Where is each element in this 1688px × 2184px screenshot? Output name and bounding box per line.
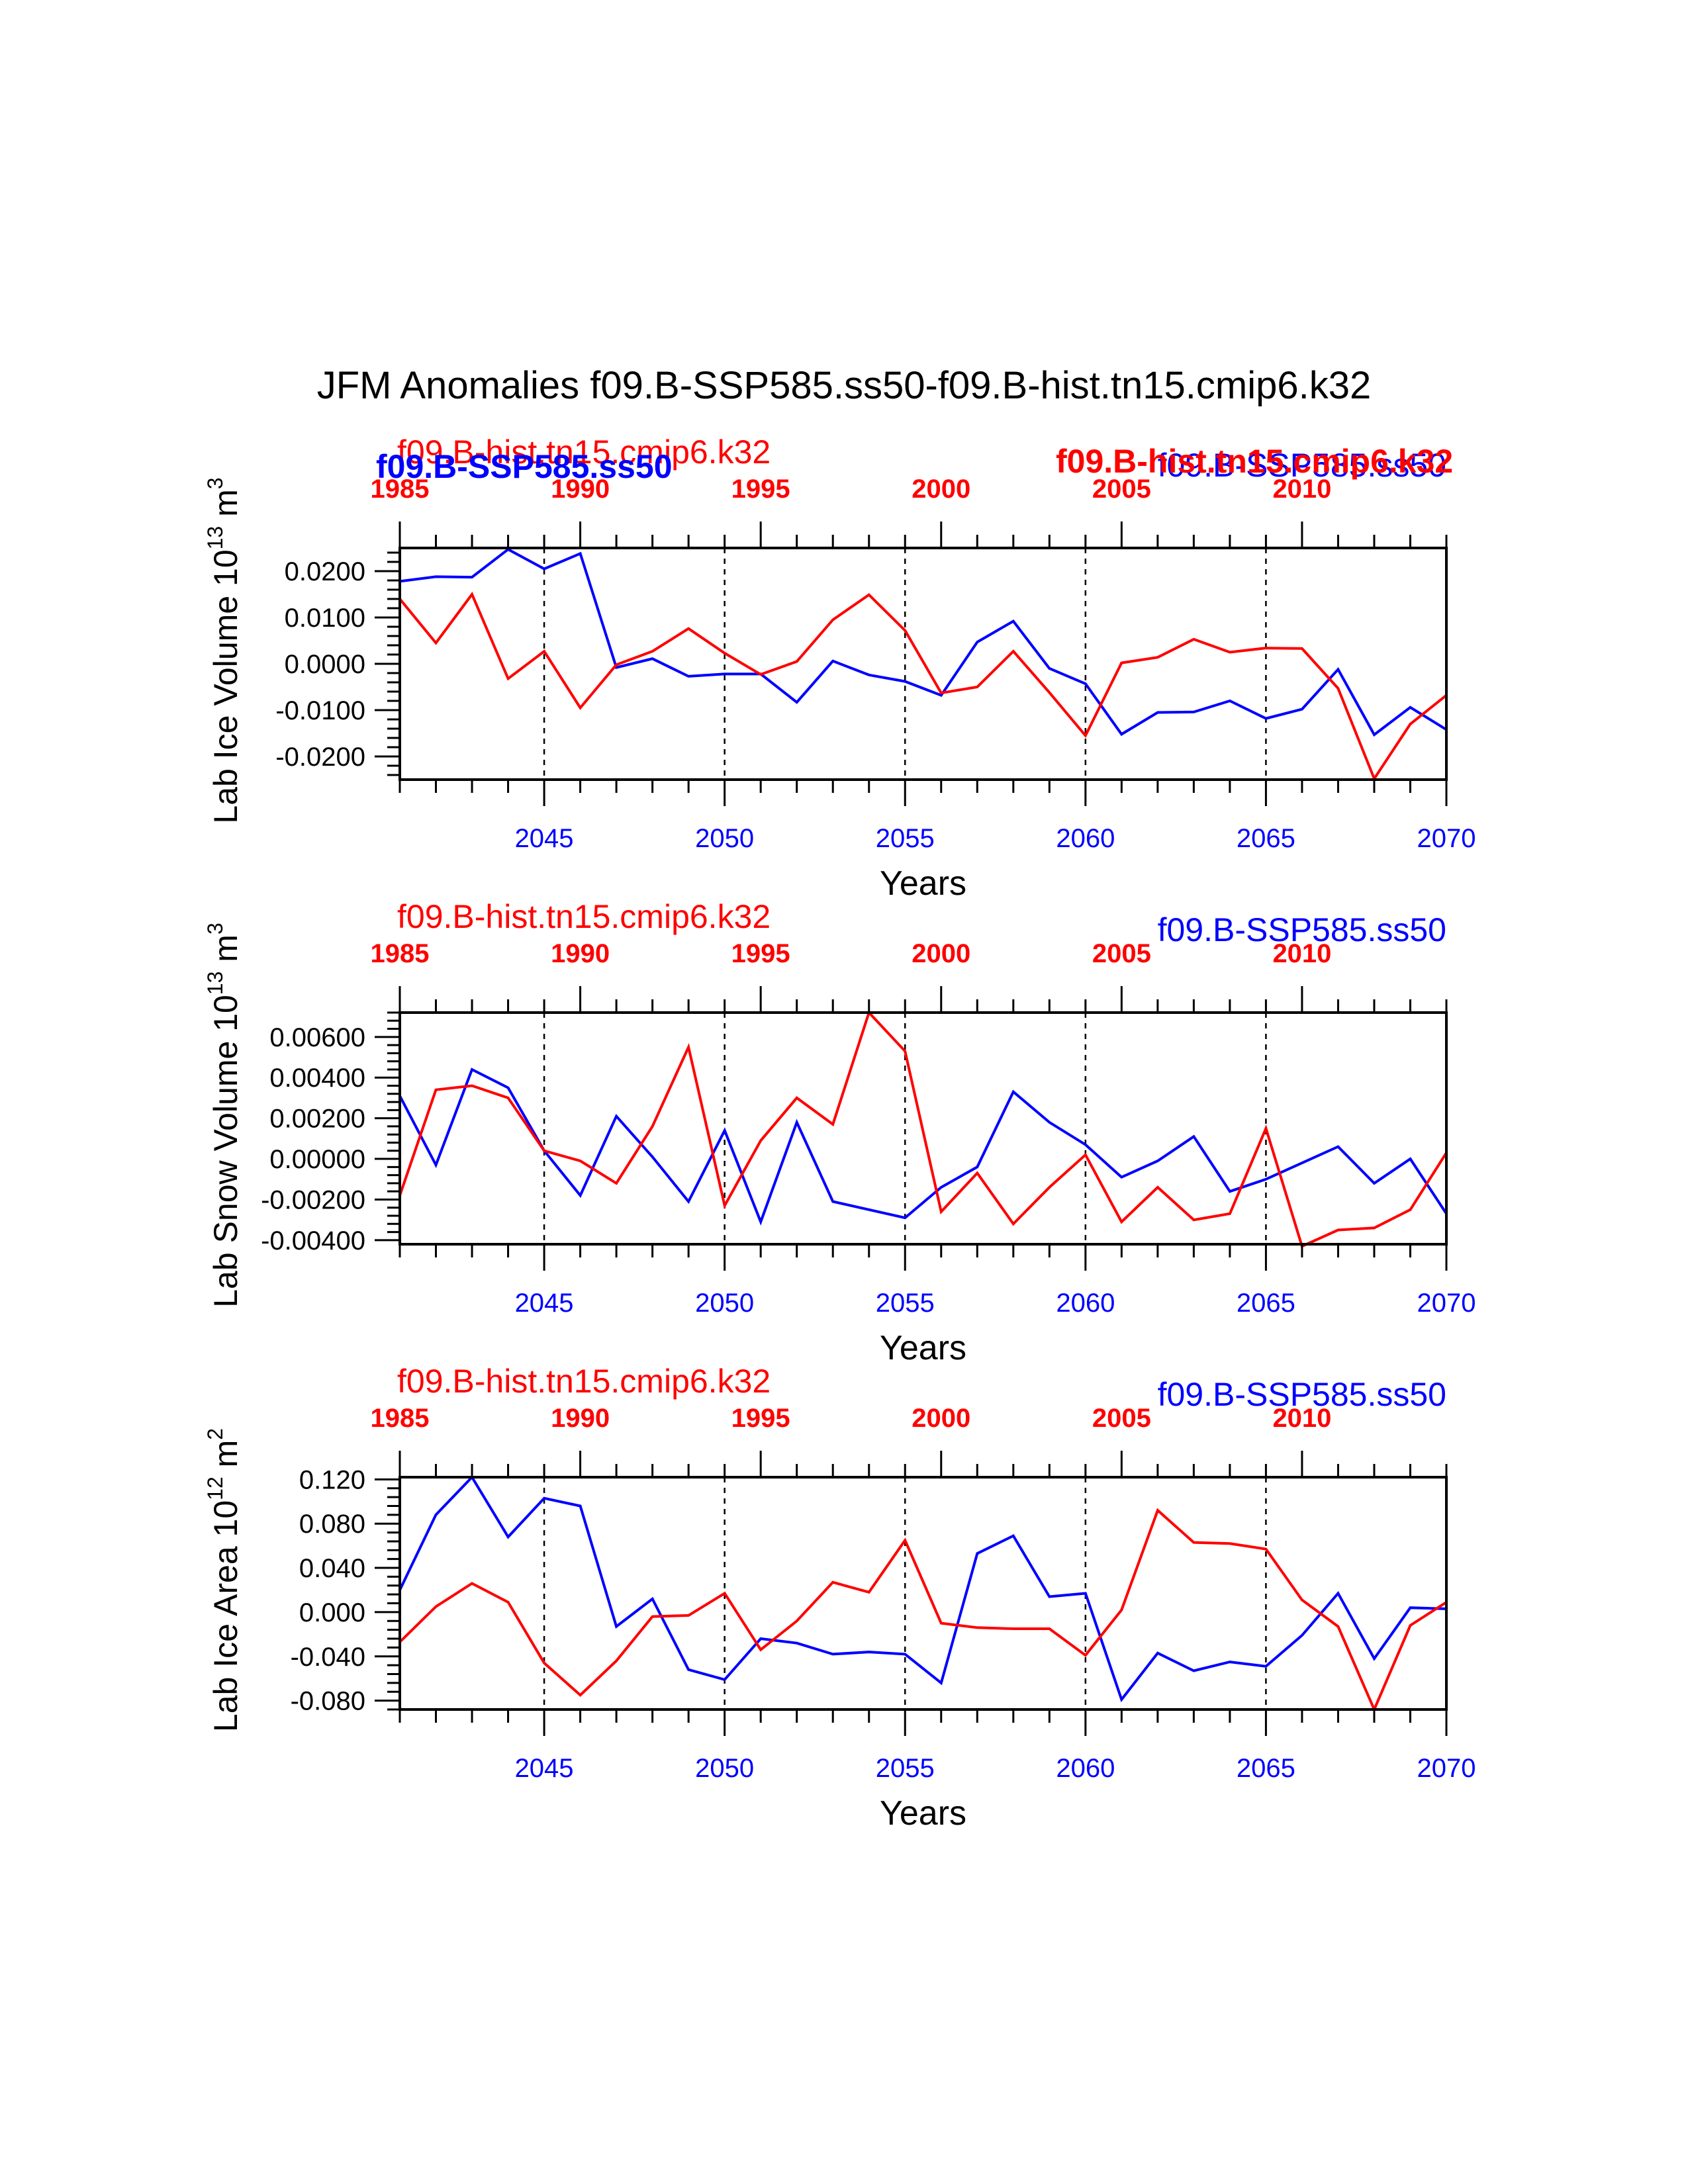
hist-series-label: f09.B-hist.tn15.cmip6.k32 bbox=[397, 1363, 771, 1400]
ssp-series-label: f09.B-SSP585.ss50 bbox=[1158, 1376, 1446, 1413]
top-tick-label: 1985 bbox=[371, 939, 430, 968]
bottom-tick-label: 2050 bbox=[695, 824, 754, 853]
top-tick-label: 1985 bbox=[371, 475, 430, 504]
panel1-bold-blue-label: f09.B-SSP585.ss50 bbox=[376, 448, 673, 485]
y-axis-label: Lab Snow Volume 1013 m3 bbox=[203, 923, 244, 1308]
bottom-tick-label: 2055 bbox=[876, 1754, 935, 1783]
y-tick-label: 0.000 bbox=[299, 1598, 365, 1627]
hist-series-label: f09.B-hist.tn15.cmip6.k32 bbox=[397, 433, 771, 471]
figure-title: JFM Anomalies f09.B-SSP585.ss50-f09.B-hi… bbox=[317, 364, 1372, 407]
y-tick-label: 0.0100 bbox=[285, 604, 365, 633]
top-tick-label: 1990 bbox=[551, 939, 610, 968]
y-tick-label: 0.00000 bbox=[269, 1145, 365, 1174]
y-tick-label: -0.00200 bbox=[261, 1185, 365, 1214]
series-line-hist bbox=[399, 1010, 1448, 1248]
bottom-tick-label: 2070 bbox=[1417, 824, 1476, 853]
top-tick-label: 2005 bbox=[1092, 1404, 1151, 1433]
y-tick-label: -0.080 bbox=[291, 1687, 365, 1716]
bottom-tick-label: 2060 bbox=[1056, 1754, 1115, 1783]
top-tick-label: 2005 bbox=[1092, 939, 1151, 968]
y-tick-label: 0.00200 bbox=[269, 1105, 365, 1134]
y-tick-label: 0.0000 bbox=[285, 650, 365, 679]
x-axis-label: Years bbox=[880, 1794, 966, 1833]
panel1-bold-red-label: f09.B-hist.tn15.cmip6.k32 bbox=[1056, 443, 1453, 480]
ssp-series-label: f09.B-SSP585.ss50 bbox=[1158, 447, 1446, 484]
top-tick-label: 2010 bbox=[1272, 475, 1331, 504]
bottom-tick-label: 2050 bbox=[695, 1289, 754, 1318]
overlapping-bold-labels: f09.B-SSP585.ss50 f09.B-hist.tn15.cmip6.… bbox=[376, 443, 1453, 485]
bottom-tick-label: 2045 bbox=[515, 824, 574, 853]
ssp-series-label: f09.B-SSP585.ss50 bbox=[1158, 911, 1446, 948]
top-tick-label: 2000 bbox=[912, 475, 970, 504]
y-axis-label: Lab Ice Volume 1013 m3 bbox=[203, 477, 244, 823]
x-axis-label: Years bbox=[880, 864, 966, 903]
bottom-tick-label: 2060 bbox=[1056, 1289, 1115, 1318]
y-tick-label: 0.0200 bbox=[285, 557, 365, 586]
plot-frame bbox=[399, 1011, 1448, 1246]
x-axis-label: Years bbox=[880, 1329, 966, 1367]
y-tick-label: -0.040 bbox=[291, 1643, 365, 1672]
panel-2: 2045 2050 2055 2060 2065 2070 1985 1990 1995 2000… bbox=[203, 898, 1476, 1367]
series-line-hist bbox=[399, 592, 1448, 782]
top-tick-label: 1990 bbox=[551, 475, 610, 504]
top-tick-label: 2010 bbox=[1272, 1404, 1331, 1433]
bottom-tick-label: 2070 bbox=[1417, 1754, 1476, 1783]
bottom-tick-label: 2070 bbox=[1417, 1289, 1476, 1318]
top-tick-label: 2005 bbox=[1092, 475, 1151, 504]
top-tick-label: 2000 bbox=[912, 939, 970, 968]
bottom-tick-label: 2065 bbox=[1237, 824, 1295, 853]
top-tick-label: 1995 bbox=[731, 475, 790, 504]
y-tick-label: 0.040 bbox=[299, 1554, 365, 1583]
bottom-tick-label: 2045 bbox=[515, 1754, 574, 1783]
top-tick-label: 1985 bbox=[371, 1404, 430, 1433]
y-tick-label: -0.00400 bbox=[261, 1226, 365, 1255]
bottom-tick-label: 2055 bbox=[876, 1289, 935, 1318]
y-tick-label: 0.00400 bbox=[269, 1064, 365, 1093]
bottom-tick-label: 2045 bbox=[515, 1289, 574, 1318]
top-tick-label: 1990 bbox=[551, 1404, 610, 1433]
y-tick-label: -0.0100 bbox=[275, 696, 365, 725]
hist-series-label: f09.B-hist.tn15.cmip6.k32 bbox=[397, 898, 771, 935]
y-axis-label: Lab Ice Area 1012 m2 bbox=[203, 1428, 244, 1732]
y-tick-label: 0.080 bbox=[299, 1510, 365, 1539]
bottom-tick-label: 2050 bbox=[695, 1754, 754, 1783]
series-line-ssp585 bbox=[399, 1475, 1447, 1703]
bottom-tick-label: 2060 bbox=[1056, 824, 1115, 853]
bottom-tick-label: 2065 bbox=[1237, 1754, 1295, 1783]
y-tick-label: 0.00600 bbox=[269, 1023, 365, 1052]
y-tick-label: -0.0200 bbox=[275, 743, 365, 772]
panel-1: 2045 2050 2055 2060 2065 2070 1985 1990 1995 2000… bbox=[203, 433, 1476, 903]
series-line-hist bbox=[399, 1508, 1448, 1713]
top-tick-label: 1995 bbox=[731, 1404, 790, 1433]
bottom-tick-label: 2055 bbox=[876, 824, 935, 853]
series-line-ssp585 bbox=[399, 1068, 1448, 1226]
top-tick-label: 2010 bbox=[1272, 939, 1331, 968]
series-line-ssp585 bbox=[399, 547, 1448, 737]
y-tick-label: 0.120 bbox=[299, 1465, 365, 1494]
panel-3: 2045 2050 2055 2060 2065 2070 1985 1990 1995 2000… bbox=[203, 1363, 1476, 1833]
top-tick-label: 2000 bbox=[912, 1404, 970, 1433]
top-tick-label: 1995 bbox=[731, 939, 790, 968]
panels: 2045 2050 2055 2060 2065 2070 1985 1990 1995 2000… bbox=[203, 433, 1476, 1833]
plot-frame bbox=[399, 1476, 1448, 1711]
bottom-tick-label: 2065 bbox=[1237, 1289, 1295, 1318]
